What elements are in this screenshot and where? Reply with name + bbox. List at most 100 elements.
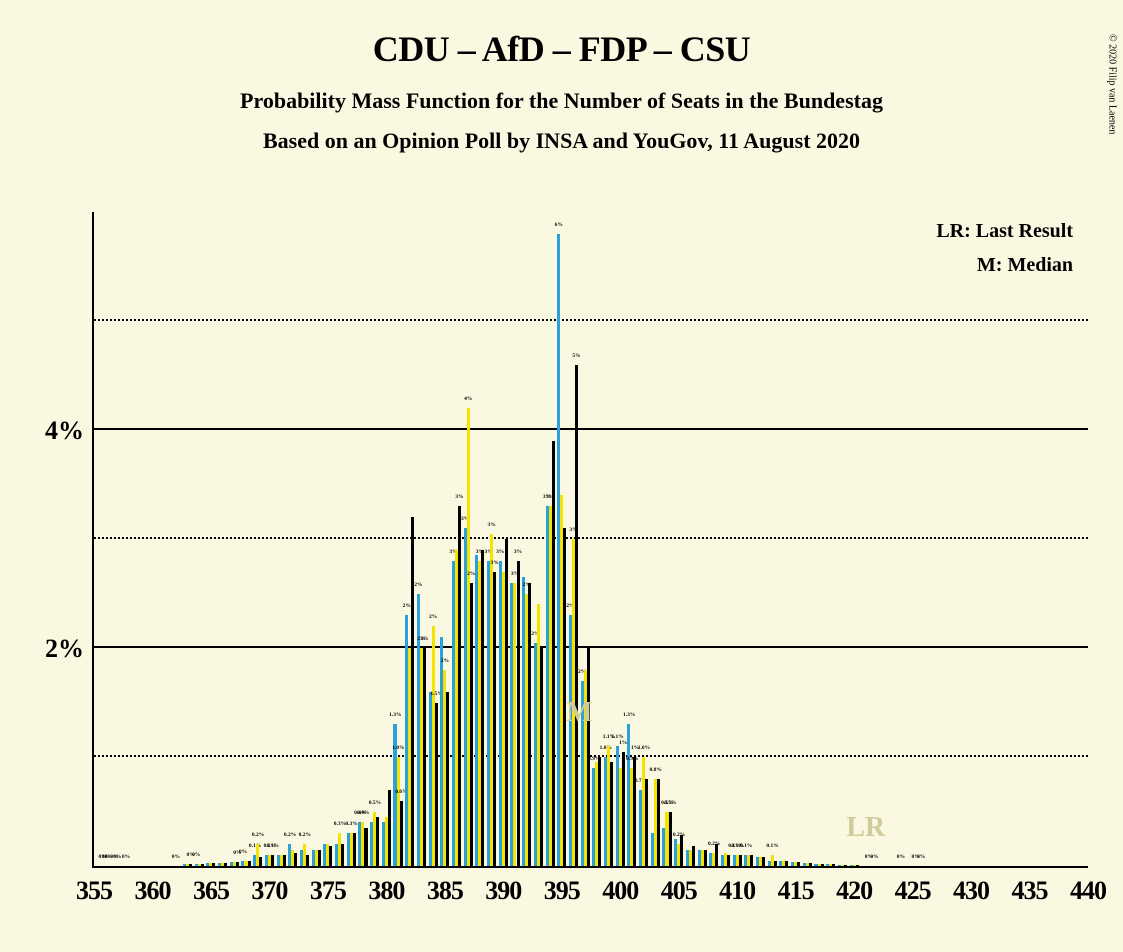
bar-group — [790, 212, 802, 866]
bar-group: 0.2% — [673, 212, 685, 866]
bar-black — [680, 835, 683, 866]
bar-value-label: 0.1% — [766, 843, 778, 849]
bar-group — [275, 212, 287, 866]
bar-black — [481, 550, 484, 866]
bar-group: 3% — [497, 212, 509, 866]
bar-group: 0.8% — [649, 212, 661, 866]
bar-group: 3%3% — [509, 212, 521, 866]
bar-group: 2% — [579, 212, 591, 866]
bar-black: 5% — [575, 365, 578, 866]
bar-group — [1000, 212, 1012, 866]
x-tick-label: 355 — [76, 876, 112, 906]
bar-group: 1.3%0.9%1% — [626, 212, 638, 866]
bar-group: 1.3%1.0%0.6% — [392, 212, 404, 866]
bar-value-label: 0.1% — [740, 843, 752, 849]
bar-group — [848, 212, 860, 866]
bar-black — [563, 528, 566, 866]
x-tick-label: 440 — [1070, 876, 1106, 906]
bar-group: 2% — [521, 212, 533, 866]
bar-group: 0.3% — [334, 212, 346, 866]
x-tick-label: 360 — [134, 876, 170, 906]
bar-value-label: 0.8% — [649, 767, 661, 773]
bar-black — [540, 648, 543, 866]
bar-black: 1% — [622, 752, 625, 866]
bar-black — [411, 517, 414, 866]
x-tick-label: 375 — [310, 876, 346, 906]
bar-black — [657, 779, 660, 866]
chart-subtitle-1: Probability Mass Function for the Number… — [0, 88, 1123, 114]
bar-group: 0% — [193, 212, 205, 866]
bar-black: 1.5% — [435, 703, 438, 867]
bar-group — [310, 212, 322, 866]
bar-black — [598, 757, 601, 866]
bar-group: 0.2% — [299, 212, 311, 866]
bar-black: 0% — [189, 864, 192, 866]
bar-group: 0.1% — [766, 212, 778, 866]
x-tick-label: 365 — [193, 876, 229, 906]
bar-group: 0% — [907, 212, 919, 866]
bar-group — [1035, 212, 1047, 866]
bar-value-label: 2% — [427, 614, 439, 620]
bar-group — [1047, 212, 1059, 866]
bar-value-label: 0% — [895, 854, 907, 860]
bar-value-label: 0.3% — [345, 821, 357, 827]
bar-black — [212, 863, 215, 866]
y-tick-label: 4% — [24, 416, 84, 446]
bar-group: 0% — [182, 212, 194, 866]
bar-group: 3% — [474, 212, 486, 866]
bar-black — [552, 441, 555, 866]
bar-group: 0.2% — [708, 212, 720, 866]
bar-group: 0.4%0.4% — [357, 212, 369, 866]
bar-group — [930, 212, 942, 866]
bar-black — [505, 539, 508, 866]
bar-black — [259, 857, 262, 866]
x-tick-label: 380 — [368, 876, 404, 906]
bar-group — [322, 212, 334, 866]
bar-group: 2% — [533, 212, 545, 866]
bar-group: 3%3% — [544, 212, 556, 866]
bar-group: 0.1%0.1% — [731, 212, 743, 866]
bar-group: 0% — [872, 212, 884, 866]
bar-value-label: 2% — [413, 582, 425, 588]
bar-black — [774, 861, 777, 866]
bar-black — [821, 864, 824, 866]
bar-group — [381, 212, 393, 866]
bar-value-label: 6% — [553, 222, 565, 228]
bar-group — [801, 212, 813, 866]
bar-black — [645, 779, 648, 866]
bar-black — [224, 863, 227, 866]
bar-black: 3% — [458, 506, 461, 866]
bar-group — [965, 212, 977, 866]
bar-black — [715, 844, 718, 866]
chart-subtitle-2: Based on an Opinion Poll by INSA and You… — [0, 128, 1123, 154]
bar-group — [755, 212, 767, 866]
bar-group: 1.0%1.1% — [603, 212, 615, 866]
bar-black: 2% — [423, 648, 426, 866]
bar-value-label: 0% — [120, 854, 132, 860]
bar-group — [217, 212, 229, 866]
bar-black — [353, 833, 356, 866]
bar-black: 2% — [470, 583, 473, 866]
bar-black — [809, 863, 812, 866]
bar-group: 0.1%0.1% — [264, 212, 276, 866]
bar-black: 0.1% — [271, 855, 274, 866]
bar-group: 3%4%2% — [462, 212, 474, 866]
bar-value-label: 0.3% — [334, 821, 346, 827]
bar-black — [610, 762, 613, 866]
bar-black — [692, 846, 695, 866]
bar-value-label: 0.2% — [252, 832, 264, 838]
bar-value-label: 1.3% — [389, 712, 401, 718]
bar-black — [318, 850, 321, 866]
bar-value-label: 1.0% — [638, 745, 650, 751]
bar-group: 0.5% — [369, 212, 381, 866]
bar-black — [856, 865, 859, 866]
bar-black — [294, 853, 297, 866]
bar-black — [704, 850, 707, 866]
bar-black — [750, 855, 753, 866]
x-tick-label: 410 — [719, 876, 755, 906]
plot-area: 2%4%355360365370375380385390395400405410… — [92, 212, 1088, 868]
bar-value-label: 3% — [486, 522, 498, 528]
bar-black — [844, 865, 847, 866]
bar-black — [739, 855, 742, 866]
bar-group: 6% — [556, 212, 568, 866]
